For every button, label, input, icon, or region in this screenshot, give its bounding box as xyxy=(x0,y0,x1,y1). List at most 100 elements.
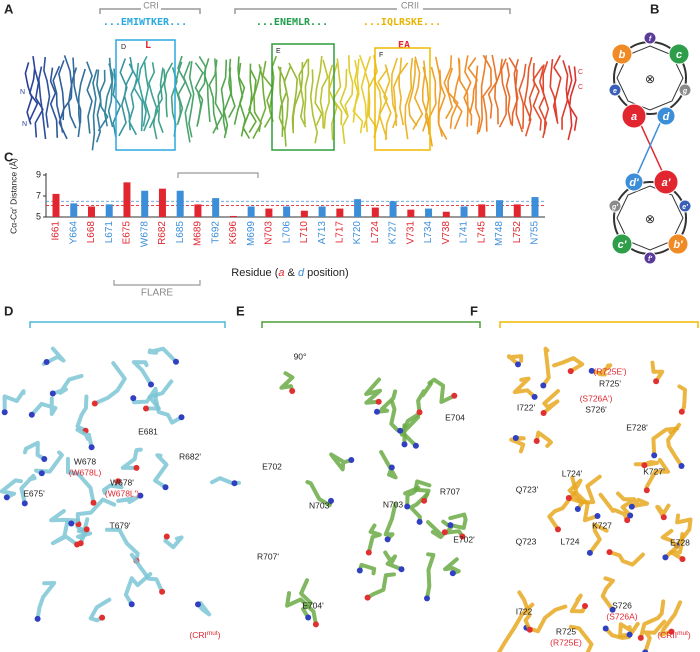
residue-label: K727' xyxy=(643,466,665,476)
y-tick-label: 9 xyxy=(36,169,41,179)
stick xyxy=(92,361,127,406)
stick xyxy=(285,591,318,627)
residue-label: Q723' xyxy=(516,484,539,494)
helix-stick xyxy=(112,68,122,138)
x-tick-label: A713 xyxy=(317,221,328,245)
stick xyxy=(88,597,112,623)
helix-stick xyxy=(561,60,569,130)
bar xyxy=(425,208,433,217)
stick xyxy=(607,550,645,567)
atom xyxy=(90,499,97,506)
helix-stick xyxy=(532,65,544,131)
residue-label: L724 xyxy=(561,536,580,546)
stick xyxy=(496,602,535,652)
helix-stick xyxy=(262,60,274,128)
zoom-box xyxy=(115,39,176,151)
wheel-residue xyxy=(667,233,689,255)
wheel-residue xyxy=(678,199,692,213)
atom xyxy=(540,382,547,389)
stick xyxy=(677,384,687,414)
atom xyxy=(512,435,519,441)
helix-stick xyxy=(197,55,207,124)
atom xyxy=(397,427,404,434)
x-tick-label: N703 xyxy=(264,221,275,245)
stick xyxy=(425,520,447,539)
stick xyxy=(357,562,377,576)
stick xyxy=(50,373,84,396)
wheel-residue-label: e xyxy=(613,88,617,95)
residue-label: L724' xyxy=(562,468,583,478)
residue-label: I722' xyxy=(517,402,536,412)
helix-stick xyxy=(505,62,512,125)
wheel-residue xyxy=(653,169,679,195)
stick xyxy=(600,576,615,612)
terminus: C xyxy=(578,84,583,91)
atom xyxy=(195,601,201,608)
sequence: ...ENEMLR... xyxy=(256,17,328,28)
stick xyxy=(75,427,94,450)
atom xyxy=(348,457,355,463)
core-symbol: ⊗ xyxy=(645,72,655,86)
bar xyxy=(176,190,184,217)
stick xyxy=(569,593,587,614)
stick xyxy=(305,480,333,508)
structure-art xyxy=(0,54,693,652)
helix-stick xyxy=(118,58,128,137)
bar xyxy=(141,190,149,217)
helix-stick xyxy=(344,55,354,117)
x-tick-label: L752 xyxy=(512,221,523,244)
residue-label: W678' xyxy=(110,477,134,487)
stick xyxy=(147,346,178,364)
wheel-residue-label: g' xyxy=(611,204,618,211)
construct-note: (CRIImut) xyxy=(657,630,691,641)
wheel-residue-label: f' xyxy=(648,256,652,263)
bar xyxy=(158,188,166,217)
atom xyxy=(660,514,667,521)
helix-stick xyxy=(427,66,437,135)
atom xyxy=(137,492,144,499)
mutation-label: (S726A) xyxy=(606,611,637,621)
stick xyxy=(29,396,58,417)
note-part: mut xyxy=(677,630,688,637)
helix-stick xyxy=(323,64,334,129)
mutation: L xyxy=(145,40,151,51)
box-label: F xyxy=(379,52,383,59)
atom xyxy=(162,484,169,491)
stick xyxy=(629,497,650,509)
stick xyxy=(587,522,609,555)
mutation: EA xyxy=(398,40,410,51)
residue-label: R682' xyxy=(179,451,201,461)
atom xyxy=(412,442,419,449)
helix-stick xyxy=(463,55,473,126)
terminus: C xyxy=(578,69,583,76)
sequence: ...EMIWTKER... xyxy=(103,17,187,28)
helix-stick xyxy=(398,62,409,126)
atom xyxy=(653,378,660,385)
helix-stick xyxy=(67,67,78,129)
atom xyxy=(533,438,540,444)
stick xyxy=(541,346,551,388)
atom xyxy=(21,500,28,507)
atom xyxy=(289,388,296,394)
stick xyxy=(153,453,169,490)
stick xyxy=(659,600,683,637)
construct-note: (CRImut) xyxy=(189,630,220,641)
atom xyxy=(662,554,669,561)
x-tick-label: K696 xyxy=(228,221,239,245)
stick xyxy=(547,490,577,532)
bar xyxy=(247,206,255,217)
helix-stick xyxy=(518,63,527,129)
note-part: ) xyxy=(688,630,691,640)
wheel-residue xyxy=(643,251,657,265)
x-tick-label: L710 xyxy=(299,221,310,244)
panel-bracket xyxy=(29,321,226,328)
wheel-residue-label: c' xyxy=(618,239,627,251)
bar xyxy=(194,204,202,217)
stick xyxy=(364,377,382,405)
helix-stick xyxy=(268,55,278,122)
stick xyxy=(131,360,153,387)
x-axis-label-part: a xyxy=(278,267,284,279)
helix-stick xyxy=(319,59,329,129)
helix-stick xyxy=(392,57,403,127)
stick xyxy=(375,389,398,414)
